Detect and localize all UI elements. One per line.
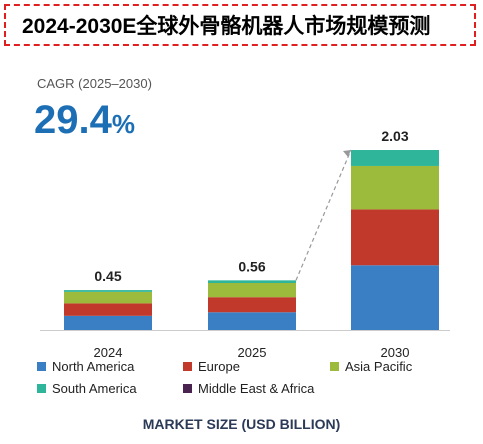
bar-segment-north_america-2024	[64, 315, 152, 330]
bar-segment-south_america-2024	[64, 290, 152, 292]
bar-segment-asia_pacific-2030	[351, 165, 439, 210]
legend-swatch-asia_pacific	[330, 362, 339, 371]
legend-item-middle_east_africa: Middle East & Africa	[183, 381, 314, 396]
x-axis-title: MARKET SIZE (USD BILLION)	[142, 416, 341, 432]
x-tick-label-2030: 2030	[381, 345, 410, 360]
cagr-label: CAGR (2025–2030)	[37, 76, 152, 91]
bar-segment-europe-2025	[208, 297, 296, 313]
x-tick-label-2025: 2025	[238, 345, 267, 360]
bar-segment-asia_pacific-2024	[64, 291, 152, 304]
growth-arrow-head	[343, 150, 351, 157]
legend-item-south_america: South America	[37, 381, 137, 396]
bar-segment-south_america-2025	[208, 280, 296, 284]
legend-item-asia_pacific: Asia Pacific	[330, 359, 412, 374]
legend-item-north_america: North America	[37, 359, 134, 374]
legend-swatch-europe	[183, 362, 192, 371]
legend-swatch-north_america	[37, 362, 46, 371]
legend-label-asia_pacific: Asia Pacific	[345, 359, 413, 374]
title-frame: 2024-2030E全球外骨骼机器人市场规模预测	[4, 4, 476, 46]
bar-segment-north_america-2025	[208, 312, 296, 330]
legend-label-south_america: South America	[52, 381, 137, 396]
legend-label-europe: Europe	[198, 359, 240, 374]
total-label-2024: 0.45	[94, 268, 121, 284]
legend-swatch-middle_east_africa	[183, 384, 192, 393]
bar-segment-europe-2030	[351, 209, 439, 266]
page-title: 2024-2030E全球外骨骼机器人市场规模预测	[22, 15, 431, 38]
bar-segment-north_america-2030	[351, 265, 439, 330]
legend-label-middle_east_africa: Middle East & Africa	[198, 381, 315, 396]
legend-item-europe: Europe	[183, 359, 240, 374]
cagr-unit: %	[111, 109, 135, 139]
bar-segment-europe-2024	[64, 303, 152, 316]
legend-label-north_america: North America	[52, 359, 135, 374]
total-label-2025: 0.56	[238, 258, 265, 274]
cagr-value: 29.4%	[34, 98, 135, 143]
bar-segment-asia_pacific-2025	[208, 283, 296, 298]
total-label-2030: 2.03	[381, 128, 408, 144]
cagr-number: 29.4	[34, 98, 112, 142]
bar-segment-south_america-2030	[351, 150, 439, 166]
growth-trend-line	[295, 149, 352, 281]
x-tick-label-2024: 2024	[94, 345, 123, 360]
legend-swatch-south_america	[37, 384, 46, 393]
